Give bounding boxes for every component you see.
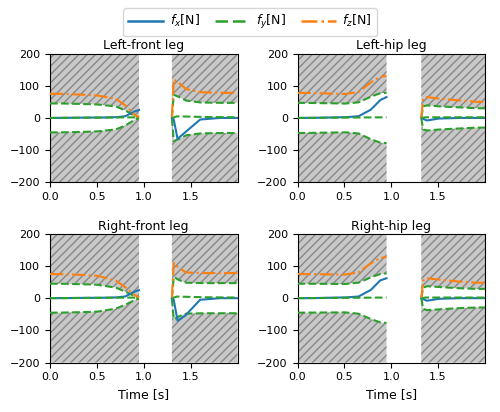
Title: Left-hip leg: Left-hip leg [356, 40, 426, 52]
Legend: $f_x$[N], $f_y$[N], $f_z$[N]: $f_x$[N], $f_y$[N], $f_z$[N] [124, 8, 376, 36]
Title: Right-hip leg: Right-hip leg [351, 220, 431, 233]
X-axis label: Time [s]: Time [s] [118, 388, 170, 401]
Title: Right-front leg: Right-front leg [98, 220, 189, 233]
X-axis label: Time [s]: Time [s] [366, 388, 417, 401]
Title: Left-front leg: Left-front leg [103, 40, 184, 52]
